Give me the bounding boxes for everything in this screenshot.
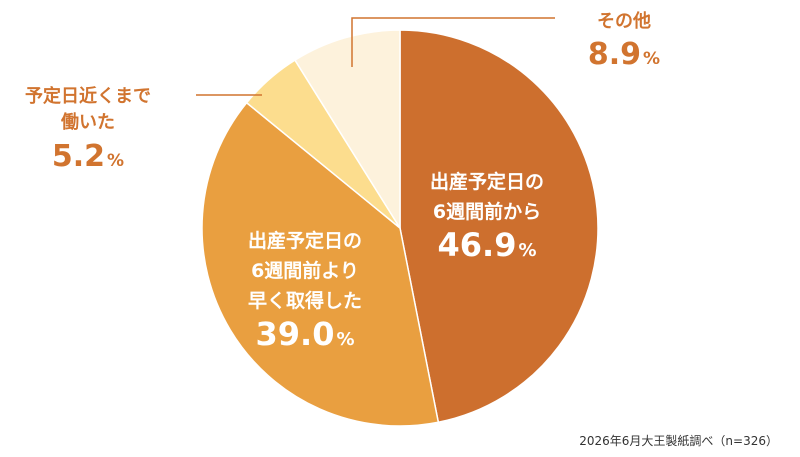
source-note: 2026年6月大王製紙調べ（n=326） <box>579 434 778 448</box>
pie-slice-3 <box>293 29 401 231</box>
slice-label-1-line-0: 出産予定日の <box>248 229 362 252</box>
leader-lines <box>196 17 555 96</box>
pie-slices <box>201 29 599 427</box>
pie-slice-1 <box>201 101 440 427</box>
slice-label-2-line-1: 働いた <box>60 111 115 133</box>
slice-value-0: 46.9% <box>438 226 537 264</box>
slice-label-1-line-2: 早く取得した <box>248 289 362 312</box>
slice-label-0-line-0: 出産予定日の <box>430 170 544 193</box>
slice-label-0-line-1: 6週間前から <box>433 200 541 223</box>
slice-value-1: 39.0% <box>256 315 355 353</box>
pie-slice-0 <box>399 29 599 424</box>
leader-line-3 <box>351 17 555 67</box>
slice-value-2: 5.2% <box>52 139 124 174</box>
slice-label-1-line-1: 6週間前より <box>251 259 359 282</box>
slice-label-3-line-0: その他 <box>597 10 651 32</box>
slice-value-3: 8.9% <box>588 37 660 72</box>
slice-label-2-line-0: 予定日近くまで <box>25 85 151 107</box>
